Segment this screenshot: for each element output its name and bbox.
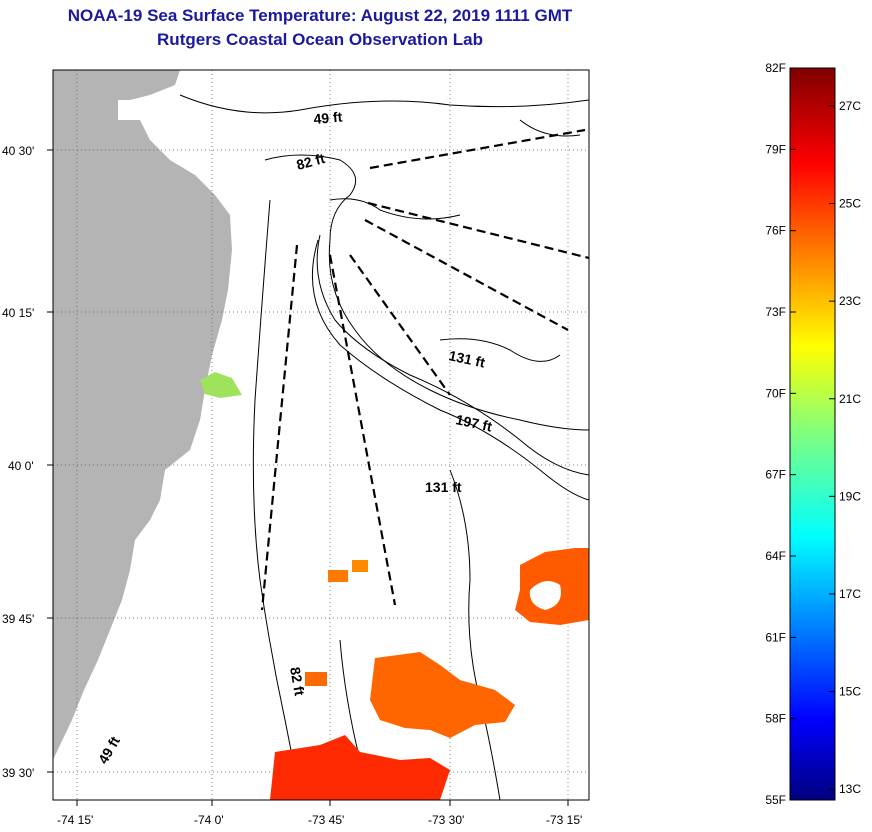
- lon-tick-label: -74 0': [194, 813, 224, 827]
- sst-patch-small-3: [305, 672, 327, 686]
- lat-tick-label: 40 30': [2, 144, 34, 158]
- depth-label: 197 ft: [454, 411, 493, 434]
- lat-tick-label: 40 0': [8, 459, 34, 473]
- contour-shelf-4: [519, 119, 581, 137]
- depth-label: 131 ft: [447, 347, 486, 370]
- colorbar-c-label: 15C: [839, 685, 861, 699]
- contour-197ft: [311, 239, 589, 501]
- contour-shelf-2: [439, 338, 561, 362]
- map-subtitle: Rutgers Coastal Ocean Observation Lab: [157, 30, 483, 49]
- lon-tick-label: -74 15': [57, 813, 93, 827]
- colorbar-c-label: 21C: [839, 392, 861, 406]
- colorbar-c-label: 25C: [839, 197, 861, 211]
- contour-shelf-3: [449, 469, 501, 800]
- colorbar-f-label: 82F: [765, 61, 786, 75]
- colorbar-f-label: 64F: [765, 549, 786, 563]
- colorbar-c-label: 27C: [839, 99, 861, 113]
- colorbar-f-label: 58F: [765, 712, 786, 726]
- lon-tick-label: -73 45': [308, 813, 344, 827]
- colorbar-f-label: 61F: [765, 630, 786, 644]
- colorbar-c-label: 23C: [839, 294, 861, 308]
- sst-patches: [200, 372, 589, 800]
- sst-patch-coast: [200, 372, 242, 398]
- colorbar-f-ticks: 82F 79F 76F 73F 70F 67F 64F 61F 58F 55F: [765, 61, 796, 807]
- contour-west-ridge: [252, 199, 301, 800]
- bathymetry-contours: [179, 94, 589, 800]
- depth-label: 131 ft: [425, 479, 462, 495]
- colorbar-f-label: 70F: [765, 386, 786, 400]
- colorbar-c-label: 17C: [839, 587, 861, 601]
- colorbar-f-label: 79F: [765, 142, 786, 156]
- map-frame: [52, 69, 590, 801]
- lon-tick-label: -73 30': [428, 813, 464, 827]
- lon-tick-label: -73 15': [546, 813, 582, 827]
- edge-ticks: [47, 149, 569, 806]
- lat-axis-labels: 40 30' 40 15' 40 0' 39 45' 39 30': [2, 144, 34, 780]
- colorbar-f-label: 67F: [765, 468, 786, 482]
- sst-patch-small-2: [352, 560, 368, 572]
- map-title: NOAA-19 Sea Surface Temperature: August …: [67, 6, 573, 25]
- sst-patch-central: [370, 652, 515, 738]
- lat-tick-label: 39 30': [2, 766, 34, 780]
- lat-tick-label: 40 15': [2, 306, 34, 320]
- colorbar-f-label: 55F: [765, 793, 786, 807]
- land-long-branch: [100, 70, 180, 100]
- colorbar-c-label: 13C: [839, 782, 861, 796]
- contour-shelf-1: [329, 198, 461, 220]
- colorbar-c-ticks: 27C 25C 23C 21C 19C 17C 15C 13C: [829, 99, 861, 796]
- shipping-lanes: [260, 128, 589, 611]
- lon-axis-labels: -74 15' -74 0' -73 45' -73 30' -73 15': [57, 813, 582, 827]
- colorbar-f-label: 76F: [765, 224, 786, 238]
- colorbar-c-label: 19C: [839, 489, 861, 503]
- depth-label: 49 ft: [313, 109, 343, 127]
- lat-tick-label: 39 45': [2, 612, 34, 626]
- depth-label: 82 ft: [295, 150, 327, 173]
- contour-82ft: [264, 154, 589, 431]
- contour-49ft: [179, 94, 589, 114]
- colorbar: 82F 79F 76F 73F 70F 67F 64F 61F 58F 55F 27C 25C 23C…: [765, 61, 861, 807]
- sst-patch-east-hole: [529, 581, 561, 610]
- colorbar-f-label: 73F: [765, 305, 786, 319]
- land-new-jersey: [53, 70, 232, 760]
- sst-patch-south: [270, 735, 450, 800]
- colorbar-gradient: [789, 67, 836, 801]
- contour-131ft: [316, 234, 589, 476]
- depth-label: 82 ft: [287, 666, 308, 697]
- sst-patch-small-1: [328, 570, 348, 582]
